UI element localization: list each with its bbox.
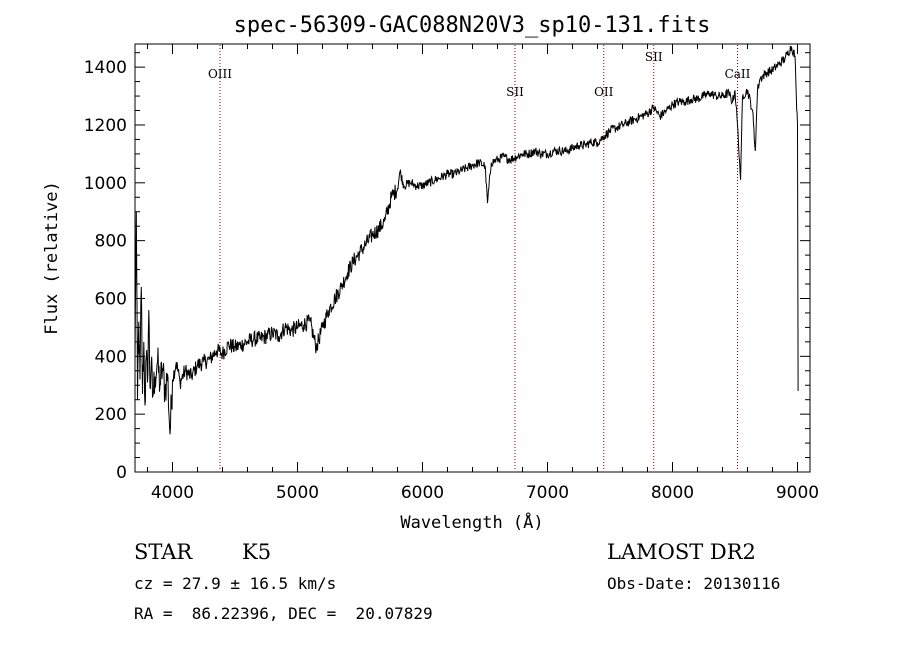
x-tick-label: 4000 bbox=[151, 483, 194, 503]
object-class: STAR bbox=[134, 540, 193, 564]
annotation-label: OII bbox=[594, 85, 614, 99]
line-annotations: OIII SII OII SII CaII bbox=[208, 45, 751, 471]
annotation-label: SII bbox=[645, 50, 663, 64]
x-tick-label: 9000 bbox=[776, 483, 819, 503]
annotation-label: SII bbox=[506, 85, 524, 99]
spectrum-series-line bbox=[134, 45, 799, 435]
annotation-label: OIII bbox=[208, 67, 232, 81]
x-axis-label: Wavelength (Å) bbox=[400, 511, 543, 533]
y-tick-label: 600 bbox=[95, 289, 127, 309]
annotation-label: CaII bbox=[725, 67, 751, 81]
y-tick-label: 1000 bbox=[84, 174, 127, 194]
chart-title: spec-56309-GAC088N20V3_sp10-131.fits bbox=[234, 13, 711, 38]
x-tick-label: 7000 bbox=[526, 483, 569, 503]
y-tick-label: 1200 bbox=[84, 116, 127, 136]
x-tick-label: 8000 bbox=[651, 483, 694, 503]
sky-coordinates: RA = 86.22396, DEC = 20.07829 bbox=[134, 604, 433, 623]
x-tick-label: 6000 bbox=[401, 483, 444, 503]
y-tick-label: 800 bbox=[95, 232, 127, 252]
y-tick-label: 400 bbox=[95, 347, 127, 367]
object-subclass: K5 bbox=[242, 540, 272, 564]
survey-name: LAMOST DR2 bbox=[607, 540, 756, 564]
x-tick-label: 5000 bbox=[276, 483, 319, 503]
y-tick-label: 200 bbox=[95, 405, 127, 425]
plot-frame bbox=[134, 43, 811, 473]
y-tick-label: 0 bbox=[116, 463, 127, 483]
y-axis-label: Flux (relative) bbox=[42, 181, 62, 335]
axis-ticks: 4000 5000 6000 7000 8000 9000 0 200 400 600 800 100… bbox=[84, 44, 819, 503]
observation-date: Obs-Date: 20130116 bbox=[607, 574, 781, 593]
redshift-cz: cz = 27.9 ± 16.5 km/s bbox=[134, 574, 337, 593]
y-tick-label: 1400 bbox=[84, 58, 127, 78]
